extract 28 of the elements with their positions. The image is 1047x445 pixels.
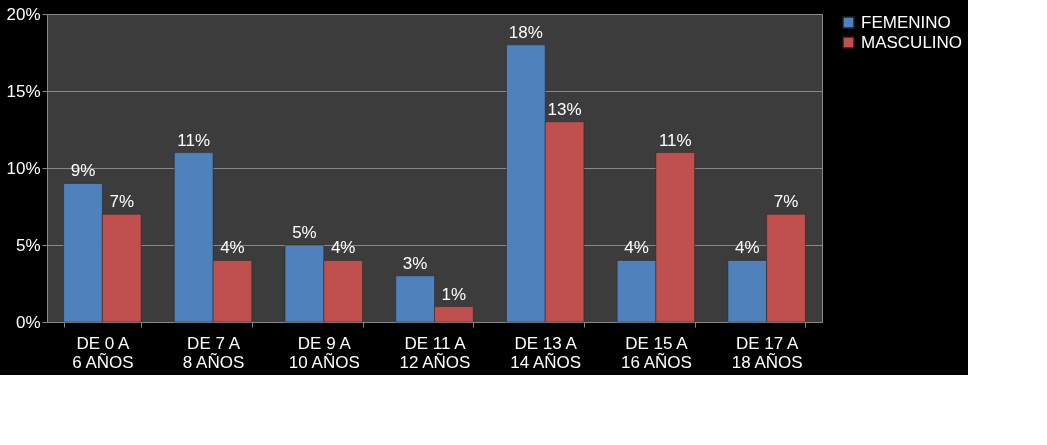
y-tick-label: 5% — [15, 235, 41, 255]
x-tick-label: DE 0 A 6 AÑOS — [72, 333, 134, 372]
data-label: 4% — [624, 238, 649, 258]
data-label: 4% — [734, 238, 760, 258]
data-label: 3% — [402, 253, 428, 273]
data-label: 5% — [292, 223, 317, 242]
x-tick-label: DE 13 A 14 AÑOS — [510, 333, 582, 372]
data-label: 7% — [773, 192, 799, 212]
y-tick-label: 15% — [6, 81, 41, 101]
data-label: 7% — [109, 192, 135, 212]
data-label: 4% — [220, 238, 245, 258]
x-tick-label: DE 7 A 8 AÑOS — [182, 333, 245, 372]
x-tick-label: DE 17 A 18 AÑOS — [731, 333, 803, 372]
y-tick-label: 20% — [6, 4, 41, 24]
y-tick-label: 0% — [15, 312, 41, 332]
x-tick-label: DE 9 A 10 AÑOS — [288, 333, 360, 372]
data-label: 11% — [658, 130, 692, 150]
data-label: 11% — [177, 130, 211, 150]
x-tick-label: DE 11 A 12 AÑOS — [399, 333, 471, 372]
legend-label: MASCULINO — [861, 32, 963, 52]
data-label: 4% — [330, 238, 356, 258]
data-label: 18% — [508, 22, 543, 42]
data-label: 13% — [547, 99, 582, 119]
legend-label: FEMENINO — [861, 12, 951, 32]
x-tick-label: DE 15 A 16 AÑOS — [620, 333, 692, 372]
data-label: 9% — [70, 161, 96, 181]
data-label: 1% — [441, 284, 467, 304]
y-tick-label: 10% — [6, 158, 41, 178]
